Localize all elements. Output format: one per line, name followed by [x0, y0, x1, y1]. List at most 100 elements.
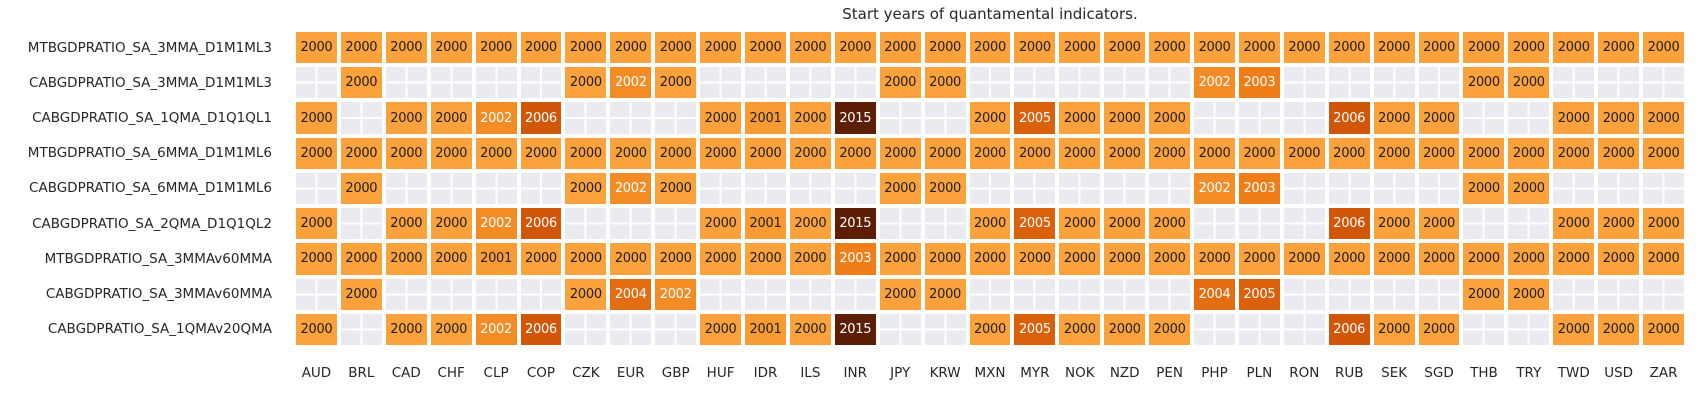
heatmap-cell: [1641, 65, 1686, 101]
heatmap-cell: 2000: [563, 135, 609, 171]
heatmap-cell: [1236, 311, 1282, 347]
heatmap-cell: [428, 65, 474, 101]
heatmap-cell: 2000: [338, 65, 384, 101]
heatmap-cell: [1102, 276, 1148, 312]
heatmap-cell: 2015: [832, 311, 878, 347]
heatmap-cell: [518, 170, 564, 207]
heatmap-cell: [1147, 65, 1193, 101]
heatmap-cell: 2000: [518, 135, 564, 171]
heatmap-cell: [698, 170, 744, 207]
heatmap-cell: 2000: [922, 170, 968, 207]
heatmap-cell: 2004: [608, 276, 654, 312]
heatmap-cell: 2002: [473, 311, 519, 347]
heatmap-cell: [743, 65, 788, 101]
heatmap-cell: 2000: [1371, 100, 1417, 136]
heatmap-cell: 2000: [294, 135, 339, 171]
heatmap-cell: [1281, 170, 1327, 207]
heatmap-cell: 2000: [1596, 135, 1642, 171]
heatmap-cell: 2000: [428, 241, 474, 277]
heatmap-cell: 2000: [1371, 30, 1417, 66]
heatmap-cell: 2000: [1416, 311, 1462, 347]
heatmap-cell: 2000: [1416, 100, 1462, 136]
heatmap-cell: 2000: [563, 65, 609, 101]
heatmap-cell: 2000: [653, 65, 699, 101]
heatmap-cell: [1506, 311, 1552, 347]
heatmap-cell: [832, 276, 878, 312]
heatmap-cell: 2000: [1506, 65, 1552, 101]
heatmap-cell: 2000: [608, 241, 654, 277]
heatmap-cell: 2000: [1506, 170, 1552, 207]
heatmap-cell: 2000: [1057, 206, 1103, 242]
heatmap-cell: [1057, 276, 1103, 312]
heatmap-cell: [877, 206, 923, 242]
heatmap-cell: [338, 206, 384, 242]
heatmap-cell: 2002: [608, 65, 654, 101]
heatmap-cell: 2006: [518, 100, 564, 136]
heatmap-cell: 2006: [1326, 206, 1372, 242]
heatmap-cell: 2000: [1506, 276, 1552, 312]
heatmap-cell: 2000: [338, 241, 384, 277]
heatmap-cell: 2003: [1236, 65, 1282, 101]
heatmap-cell: [877, 100, 923, 136]
column-label: HUF: [706, 365, 735, 381]
heatmap-cell: 2000: [1416, 30, 1462, 66]
heatmap-cell: [1192, 100, 1237, 136]
heatmap-cell: 2001: [743, 206, 788, 242]
heatmap-cell: [1192, 311, 1237, 347]
heatmap-cell: 2000: [1326, 135, 1372, 171]
heatmap-cell: 2000: [1281, 241, 1327, 277]
heatmap-cell: 2000: [294, 30, 339, 66]
heatmap-cell: 2000: [1236, 241, 1282, 277]
row-label: MTBGDPRATIO_SA_6MMA_D1M1ML6: [27, 145, 272, 162]
heatmap-cell: 2000: [473, 30, 519, 66]
heatmap-cell: [473, 170, 519, 207]
heatmap-cell: 2000: [698, 135, 744, 171]
heatmap-cell: 2000: [338, 30, 384, 66]
heatmap-cell: 2000: [1192, 30, 1237, 66]
heatmap-cell: 2000: [1416, 135, 1462, 171]
heatmap-cell: 2000: [1506, 30, 1552, 66]
heatmap-cell: 2000: [1416, 241, 1462, 277]
heatmap-cell: 2000: [877, 241, 923, 277]
row-label: CABGDPRATIO_SA_6MMA_D1M1ML6: [29, 180, 272, 197]
heatmap-cell: [608, 311, 654, 347]
heatmap-cell: 2000: [1596, 241, 1642, 277]
heatmap-cell: [428, 276, 474, 312]
heatmap-cell: 2000: [1641, 311, 1686, 347]
heatmap-cell: 2006: [518, 311, 564, 347]
heatmap-cell: [563, 100, 609, 136]
heatmap-cell: 2000: [1147, 206, 1193, 242]
heatmap-cell: 2002: [1192, 65, 1237, 101]
heatmap-cell: 2000: [653, 30, 699, 66]
heatmap-cell: 2000: [967, 206, 1013, 242]
heatmap-cell: 2000: [1641, 100, 1686, 136]
column-label: CHF: [437, 365, 465, 381]
heatmap-cell: [473, 65, 519, 101]
heatmap-cell: 2000: [698, 30, 744, 66]
heatmap-cell: [383, 65, 429, 101]
heatmap-cell: 2000: [1551, 30, 1597, 66]
heatmap-cell: [1326, 170, 1372, 207]
heatmap-cell: 2000: [1281, 135, 1327, 171]
heatmap-cell: [1057, 170, 1103, 207]
heatmap-cell: 2000: [922, 30, 968, 66]
heatmap-cell: 2000: [1461, 241, 1507, 277]
heatmap-cell: [787, 170, 833, 207]
heatmap-cell: [1641, 276, 1686, 312]
heatmap-cell: [383, 170, 429, 207]
heatmap-cell: [653, 100, 699, 136]
heatmap-cell: 2000: [1371, 135, 1417, 171]
heatmap-cell: [1326, 65, 1372, 101]
heatmap-cell: 2006: [518, 206, 564, 242]
heatmap-cell: 2000: [428, 206, 474, 242]
column-label: GBP: [661, 365, 690, 381]
heatmap-cell: 2000: [1326, 30, 1372, 66]
heatmap-cell: 2000: [518, 241, 564, 277]
heatmap-cell: 2000: [1596, 100, 1642, 136]
heatmap-cell: [383, 276, 429, 312]
heatmap-cell: [967, 170, 1013, 207]
heatmap-cell: 2000: [428, 30, 474, 66]
heatmap-cell: 2000: [743, 241, 788, 277]
heatmap-cell: 2000: [1371, 206, 1417, 242]
heatmap-cell: [1281, 311, 1327, 347]
